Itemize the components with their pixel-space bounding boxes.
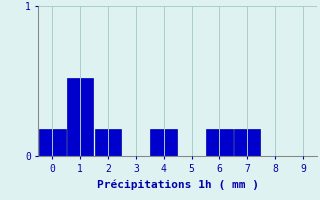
- Bar: [150, 129, 177, 156]
- Bar: [206, 129, 233, 156]
- Bar: [67, 78, 93, 156]
- Bar: [234, 129, 260, 156]
- Bar: [95, 129, 121, 156]
- Bar: [39, 129, 66, 156]
- X-axis label: Précipitations 1h ( mm ): Précipitations 1h ( mm ): [97, 179, 259, 190]
